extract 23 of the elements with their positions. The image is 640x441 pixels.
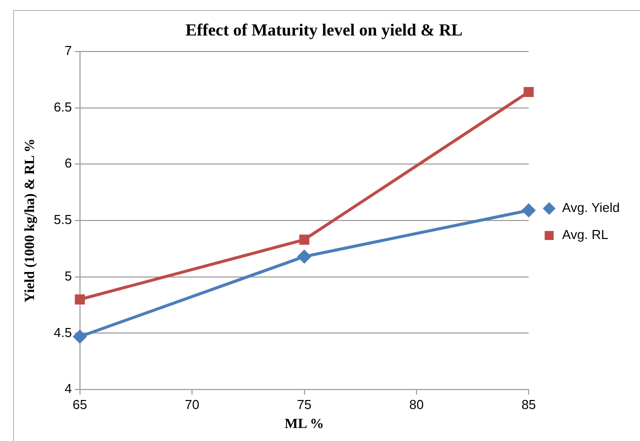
x-tick-label: 85: [521, 396, 536, 412]
point: [299, 234, 310, 245]
point: [524, 86, 534, 98]
point: [73, 330, 86, 344]
x-tick-label: 65: [72, 396, 88, 412]
legend-label: Avg. Yield: [562, 200, 620, 216]
x-tick-label: 80: [409, 396, 424, 412]
x-tick-label: 75: [297, 396, 312, 412]
x-tick-label: 70: [184, 396, 200, 412]
y-tick-label: 5.5: [54, 212, 72, 228]
chart-title: Effect of Maturity level on yield & RL: [185, 20, 463, 40]
y-tick-label: 5: [64, 268, 72, 284]
point: [522, 204, 536, 217]
y-tick-label: 6.5: [54, 99, 72, 114]
point: [74, 294, 85, 304]
y-tick-label: 4: [64, 381, 72, 396]
y-tick-label: 4.5: [54, 324, 72, 340]
legend-label: Avg. RL: [562, 227, 608, 242]
y-tick-label: 7: [64, 42, 72, 58]
y-tick-label: 6: [64, 156, 72, 171]
point: [298, 250, 311, 264]
y-axis-title: Yield (1000 kg/ha) & RL %: [23, 138, 38, 302]
x-axis-title: ML %: [284, 417, 324, 432]
